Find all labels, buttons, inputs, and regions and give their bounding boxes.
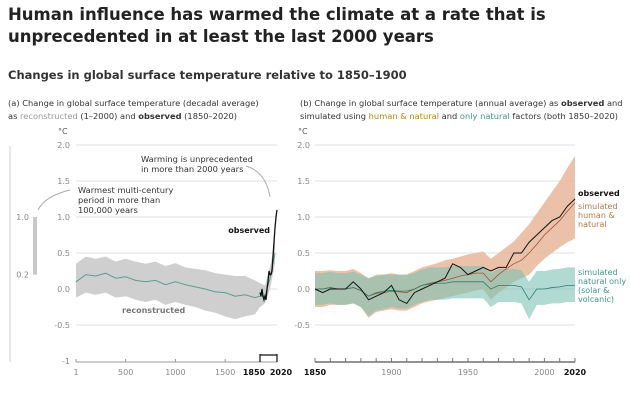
y-tick-label: 0.5 [297,249,310,258]
reconstructed-label: reconstructed [122,306,186,315]
y-axis-unit: °C [58,127,68,136]
caption-human-natural: human & natural [368,111,440,121]
y-axis-unit: °C [298,127,308,136]
caption-natural: only natural [459,111,510,121]
annotation-arrow [37,189,71,211]
observed-label: observed [228,226,270,235]
x-tick-label: 1500 [215,368,235,377]
caption-text: simulated using [300,111,369,121]
caption-text: (a) Change in global surface temperature… [8,98,259,108]
y-tick-label: 2.0 [297,141,310,150]
caption-text: (1–2000) and [77,111,139,121]
legend-observed: observed [578,189,620,198]
observed-period-bracket [259,354,278,362]
side-bar-label: 0.2 [16,271,29,280]
observed-line [259,209,278,303]
caption-reconstructed: reconstructed [20,111,78,121]
legend-natural: simulated [578,268,618,277]
y-tick-label: 1.0 [297,213,310,222]
annotation-arrow [245,165,271,198]
caption-text: (1850–2020) [181,111,238,121]
observed-line [314,198,576,305]
x-tick-label: 1850 [243,368,266,377]
annotation-warmest: period in more than [78,195,160,205]
reconstructed-uncertainty-band [76,240,275,320]
figure-title: Human influence has warmed the climate a… [8,5,546,46]
y-tick-label: 1.0 [57,213,70,222]
y-tick-label: 0.0 [297,285,310,294]
x-tick-label: 1 [73,368,78,377]
legend-natural: volcanic) [578,295,614,304]
panel-a-caption: (a) Change in global surface temperature… [8,97,308,123]
legend-human-natural: human & [578,211,615,220]
y-tick-label: -0.5 [54,321,70,330]
y-tick-label: 0.5 [57,249,70,258]
y-tick-label: -1 [62,357,70,366]
caption-text: (b) Change in global surface temperature… [300,98,562,108]
warmest-period-bar [33,217,37,275]
y-tick-label: 0.0 [57,285,70,294]
figure-subtitle: Changes in global surface temperature re… [8,68,407,82]
caption-text: and [604,98,623,108]
annotation-warmest: 100,000 years [78,205,138,215]
x-tick-label: 500 [118,368,133,377]
legend-human-natural: simulated [578,202,618,211]
y-tick-label: -0.5 [294,321,310,330]
x-tick-label: 2020 [270,368,293,377]
caption-text: factors (both 1850–2020) [509,111,618,121]
x-tick-label: 1900 [381,368,401,377]
y-tick-label: 1.5 [297,177,310,186]
legend-natural: (solar & [578,286,609,295]
annotation-unprecedented: in more than 2000 years [141,164,243,174]
x-tick-label: 1000 [165,368,185,377]
caption-observed: observed [561,98,605,108]
natural-band [315,265,575,320]
y-tick-label: 1.5 [57,177,70,186]
caption-text: as [8,111,21,121]
annotation-unprecedented: Warming is unprecedented [141,154,253,164]
legend-human-natural: natural [578,220,607,229]
reconstructed-line [75,252,276,299]
x-tick-label: 1850 [304,368,327,377]
x-tick-label: 2000 [534,368,554,377]
caption-observed: observed [138,111,182,121]
x-tick-label: 2020 [564,368,587,377]
natural-line [315,281,575,301]
x-tick-label: 1950 [458,368,478,377]
panel-b-caption: (b) Change in global surface temperature… [300,97,630,123]
annotation-warmest: Warmest multi-century [78,185,173,195]
caption-text: and [439,111,460,121]
y-tick-label: 2.0 [57,141,70,150]
legend-natural: natural only [578,277,626,286]
side-bar-label: 1.0 [16,213,29,222]
